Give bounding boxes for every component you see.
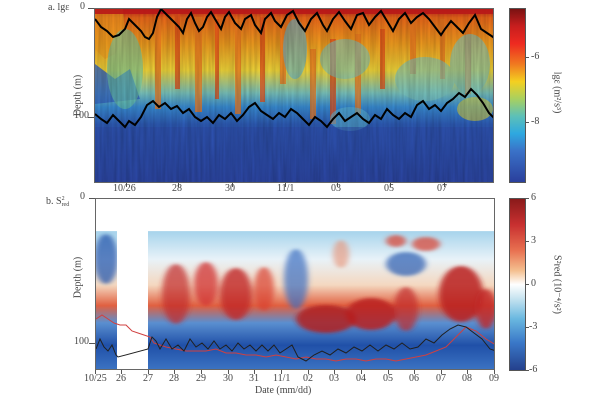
panel-b-xtick: 05 bbox=[383, 373, 393, 384]
panel-a-label: a. lgε bbox=[48, 2, 70, 13]
panel-b-cbar-tick: 6 bbox=[531, 192, 536, 203]
panel-a-xtick: 11/1 bbox=[277, 183, 295, 194]
panel-b-colorbar bbox=[509, 198, 526, 371]
panel-b-xtick: 27 bbox=[143, 373, 153, 384]
panel-a-cbar-tick: -8 bbox=[531, 116, 540, 127]
panel-b-ylabel: Depth (m) bbox=[72, 256, 84, 299]
panel-a-xtick: 28 bbox=[172, 183, 182, 194]
panel-b-xtick: 03 bbox=[329, 373, 339, 384]
panel-a-xtick: 30 bbox=[225, 183, 235, 194]
panel-a-xtick: 05 bbox=[384, 183, 394, 194]
panel-b-xtick: 08 bbox=[462, 373, 472, 384]
panel-b-label-sup: 2 bbox=[61, 196, 65, 202]
panel-b-xlabel: Date (mm/dd) bbox=[255, 385, 312, 396]
panel-b-label-main: b. S bbox=[46, 196, 62, 207]
panel-a-cbar-label: lgε (m²/s³) bbox=[551, 71, 563, 114]
panel-b-xtick: 04 bbox=[356, 373, 366, 384]
panel-b-cbar-tick: -3 bbox=[529, 321, 538, 332]
panel-a-colorbar bbox=[509, 8, 526, 183]
panel-a-heatmap bbox=[94, 8, 494, 183]
panel-b-heatmap bbox=[95, 198, 495, 370]
panel-b-heatmap-svg bbox=[96, 199, 494, 369]
panel-b-xtick: 10/25 bbox=[84, 373, 107, 384]
panel-b-cbar-tick: 0 bbox=[531, 278, 536, 289]
panel-b-cbar-tick: -6 bbox=[529, 364, 538, 375]
panel-a-ytick-0: 0 bbox=[80, 1, 85, 12]
panel-a-cbar-tick: -6 bbox=[531, 51, 540, 62]
panel-b-label: b. S 2 red bbox=[46, 196, 69, 208]
panel-b-cbar-tick: 3 bbox=[531, 235, 536, 246]
panel-b-xtick: 11/1 bbox=[273, 373, 291, 384]
panel-b-xtick: 28 bbox=[169, 373, 179, 384]
panel-b-xtick: 29 bbox=[196, 373, 206, 384]
panel-a-xtick: 10/26 bbox=[113, 183, 136, 194]
panel-b-xtick: 30 bbox=[223, 373, 233, 384]
panel-a-heatmap-svg bbox=[95, 9, 493, 182]
panel-b-ytick-0: 0 bbox=[80, 191, 85, 202]
panel-b-xtick: 31 bbox=[249, 373, 259, 384]
panel-a-xtick: 07 bbox=[437, 183, 447, 194]
panel-b-cbar-label: S²red (10⁻⁴/s²) bbox=[551, 255, 563, 314]
panel-b-ytick-100: 100 bbox=[74, 336, 89, 347]
panel-b-label-sub: red bbox=[61, 202, 70, 208]
panel-b-xtick: 07 bbox=[436, 373, 446, 384]
panel-a-ytick-100: 100 bbox=[74, 110, 89, 121]
panel-b-xtick: 06 bbox=[409, 373, 419, 384]
panel-b-xtick: 09 bbox=[489, 373, 499, 384]
panel-b-xtick: 26 bbox=[116, 373, 126, 384]
panel-b-xtick: 02 bbox=[303, 373, 313, 384]
panel-a-xtick: 03 bbox=[331, 183, 341, 194]
panel-a-ylabel: Depth (m) bbox=[72, 74, 84, 117]
